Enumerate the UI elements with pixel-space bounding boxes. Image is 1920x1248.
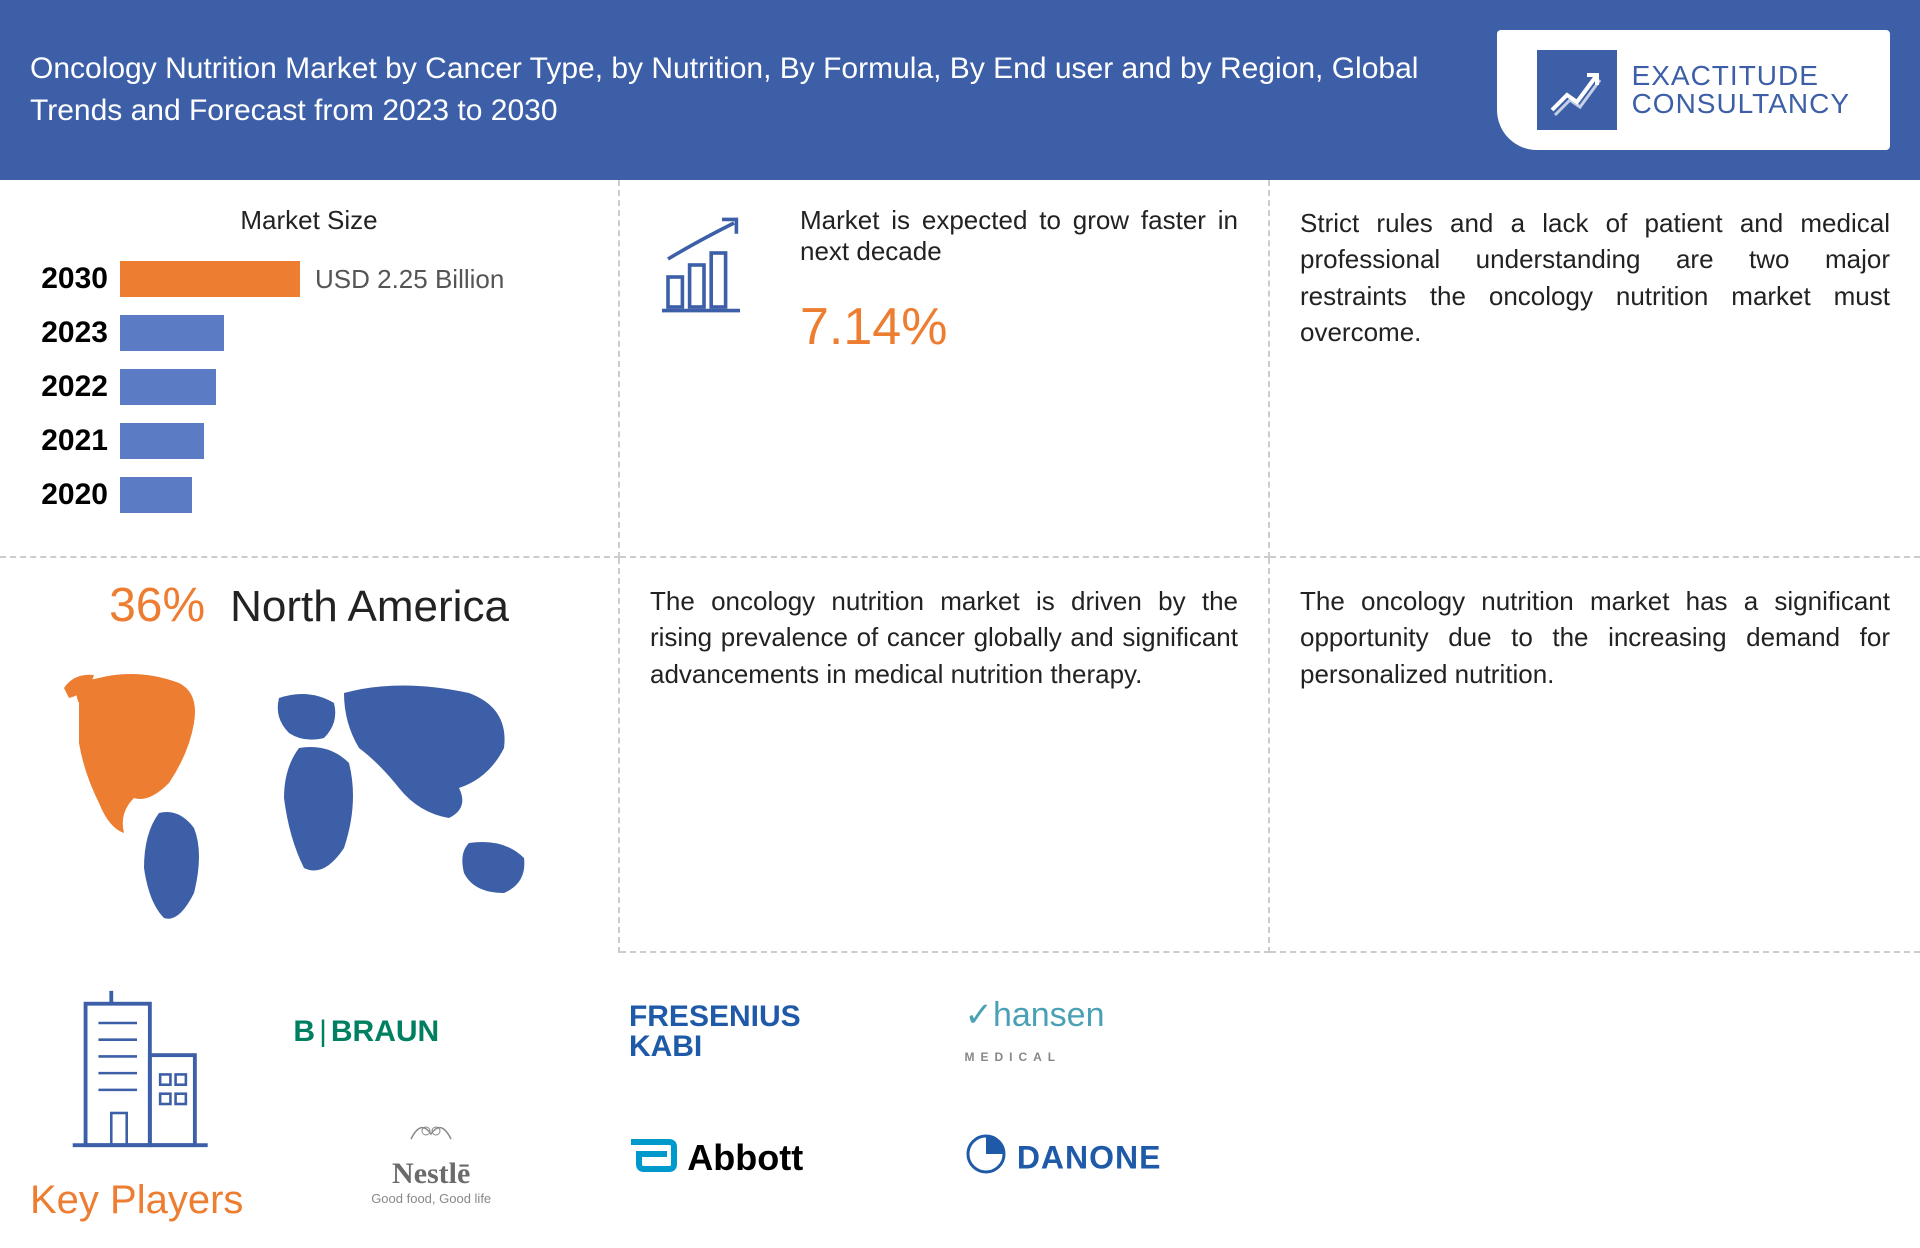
market-size-bars: 2030 USD 2.25 Billion 2023 2022 2021 2020 (30, 261, 588, 513)
bar-row: 2030 USD 2.25 Billion (30, 261, 588, 297)
logo-text-top: EXACTITUDE (1632, 62, 1850, 90)
bar-row: 2020 (30, 477, 588, 513)
market-size-panel: Market Size 2030 USD 2.25 Billion 2023 2022… (0, 180, 620, 558)
key-players-left: Key Players (30, 978, 243, 1223)
logo-text: EXACTITUDE CONSULTANCY (1632, 62, 1850, 118)
company-logo: Abbott (629, 1134, 905, 1182)
opportunity-panel: The oncology nutrition market has a sign… (1270, 558, 1920, 953)
bar-row: 2021 (30, 423, 588, 459)
content-grid: Market Size 2030 USD 2.25 Billion 2023 2022… (0, 180, 1920, 1080)
logo-icon (1537, 50, 1617, 130)
page-title: Oncology Nutrition Market by Cancer Type… (30, 48, 1430, 132)
bar-row: 2023 (30, 315, 588, 351)
company-logo: B|BRAUN (293, 1015, 569, 1049)
growth-percent: 7.14% (800, 297, 1238, 357)
logo: EXACTITUDE CONSULTANCY (1497, 30, 1890, 150)
restraint-panel: Strict rules and a lack of patient and m… (1270, 180, 1920, 558)
bar (120, 477, 192, 513)
world-map-icon (49, 653, 569, 933)
key-players-panel: Key Players B|BRAUN FRESENIUSKABI ✓hansenM… (0, 953, 1270, 1248)
bar-year: 2030 (30, 262, 120, 296)
bar (120, 315, 224, 351)
growth-text: Market is expected to grow faster in nex… (800, 205, 1238, 267)
bar (120, 369, 216, 405)
region-name: North America (230, 582, 509, 632)
building-icon (57, 978, 217, 1158)
header: Oncology Nutrition Market by Cancer Type… (0, 0, 1920, 180)
company-logo: FRESENIUSKABI (629, 1002, 905, 1062)
bar-year: 2021 (30, 424, 120, 458)
bar (120, 423, 204, 459)
company-logo: ✓hansenMEDICAL (964, 995, 1240, 1069)
logo-text-bottom: CONSULTANCY (1632, 90, 1850, 118)
bar-value-label: USD 2.25 Billion (315, 264, 504, 295)
growth-chart-icon (650, 205, 770, 531)
key-players-logos: B|BRAUN FRESENIUSKABI ✓hansenMEDICAL Nestlē… (293, 995, 1240, 1206)
market-size-title: Market Size (30, 205, 588, 236)
driver-panel: The oncology nutrition market is driven … (620, 558, 1270, 953)
region-percent: 36% (109, 578, 205, 633)
region-panel: 36% North America (0, 558, 620, 953)
bar-year: 2022 (30, 370, 120, 404)
bar-year: 2023 (30, 316, 120, 350)
bar-year: 2020 (30, 478, 120, 512)
bar-row: 2022 (30, 369, 588, 405)
bar (120, 261, 300, 297)
growth-panel: Market is expected to grow faster in nex… (620, 180, 1270, 558)
region-header: 36% North America (30, 578, 588, 633)
company-logo: DANONE (964, 1132, 1240, 1184)
key-players-label: Key Players (30, 1178, 243, 1223)
company-logo: NestlēGood food, Good life (293, 1109, 569, 1206)
